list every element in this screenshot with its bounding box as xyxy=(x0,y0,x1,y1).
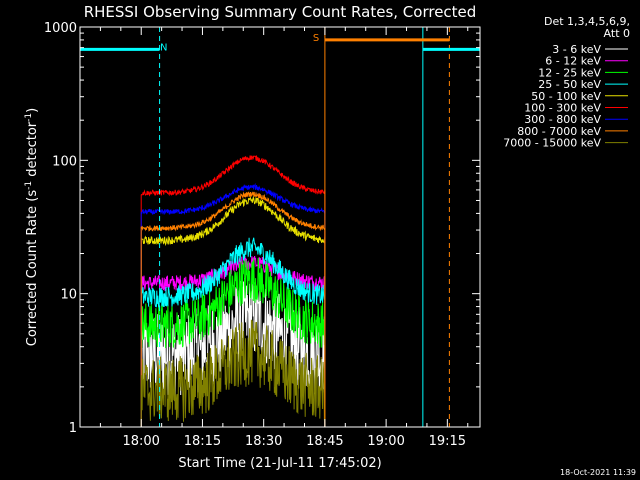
legend-label-12-25-kev: 12 - 25 keV xyxy=(538,66,601,79)
x-tick-label: 18:30 xyxy=(245,434,282,449)
x-tick-label: 18:15 xyxy=(184,434,221,449)
x-tick-label: 18:45 xyxy=(306,434,343,449)
series-100-300-kev xyxy=(140,155,326,427)
axis-layer: 18:00 18:15 18:30 18:45 19:00 19:15 1 10 100 1000 xyxy=(44,21,480,449)
flag-layer: NS xyxy=(80,33,480,53)
series-layer xyxy=(140,155,326,427)
y-tick-label: 1000 xyxy=(44,21,77,36)
flag-label-n: N xyxy=(160,42,167,53)
y-tick-label: 10 xyxy=(60,288,77,303)
x-tick-label: 19:15 xyxy=(429,434,466,449)
legend-label-50-100-kev: 50 - 100 keV xyxy=(531,90,601,103)
chart-title: RHESSI Observing Summary Count Rates, Co… xyxy=(84,3,477,21)
legend-label-300-800-kev: 300 - 800 keV xyxy=(524,113,601,126)
series-50-100-kev xyxy=(140,195,326,427)
series-25-50-kev xyxy=(140,237,326,427)
legend-label-800-7000-kev: 800 - 7000 keV xyxy=(517,125,601,138)
y-tick-label: 100 xyxy=(52,154,77,169)
series-6-12-kev xyxy=(140,256,326,427)
series-800-7000-kev xyxy=(140,191,326,427)
y-axis-label-end: ) xyxy=(25,108,40,113)
y-axis-label-sup2: -1 xyxy=(24,113,34,122)
y-axis-label-sup1: -1 xyxy=(24,181,34,190)
legend-header-2: Att 0 xyxy=(604,27,630,40)
timestamp: 18-Oct-2021 11:39 xyxy=(560,468,636,477)
legend-label-25-50-kev: 25 - 50 keV xyxy=(538,78,601,91)
series-7000-15000-kev xyxy=(140,319,326,427)
legend-header-1: Det 1,3,4,5,6,9, xyxy=(544,15,630,28)
x-tick-label: 18:00 xyxy=(122,434,159,449)
legend-label-3-6-kev: 3 - 6 keV xyxy=(552,43,601,56)
legend-label-100-300-kev: 100 - 300 keV xyxy=(524,102,601,115)
flag-label-s: S xyxy=(313,33,319,44)
y-axis-label: Corrected Count Rate (s-1 detector-1) xyxy=(24,108,40,346)
y-tick-label: 1 xyxy=(69,421,77,436)
legend-label-7000-15000-kev: 7000 - 15000 keV xyxy=(503,137,601,150)
y-axis-label-main: Corrected Count Rate (s xyxy=(25,190,40,347)
y-axis-label-mid: detector xyxy=(25,121,40,181)
plot-frame xyxy=(79,26,481,428)
legend-label-6-12-kev: 6 - 12 keV xyxy=(545,55,601,68)
series-300-800-kev xyxy=(140,182,326,427)
x-tick-label: 19:00 xyxy=(367,434,404,449)
x-axis-label: Start Time (21-Jul-11 17:45:02) xyxy=(178,456,381,471)
series-12-25-kev xyxy=(140,257,326,427)
